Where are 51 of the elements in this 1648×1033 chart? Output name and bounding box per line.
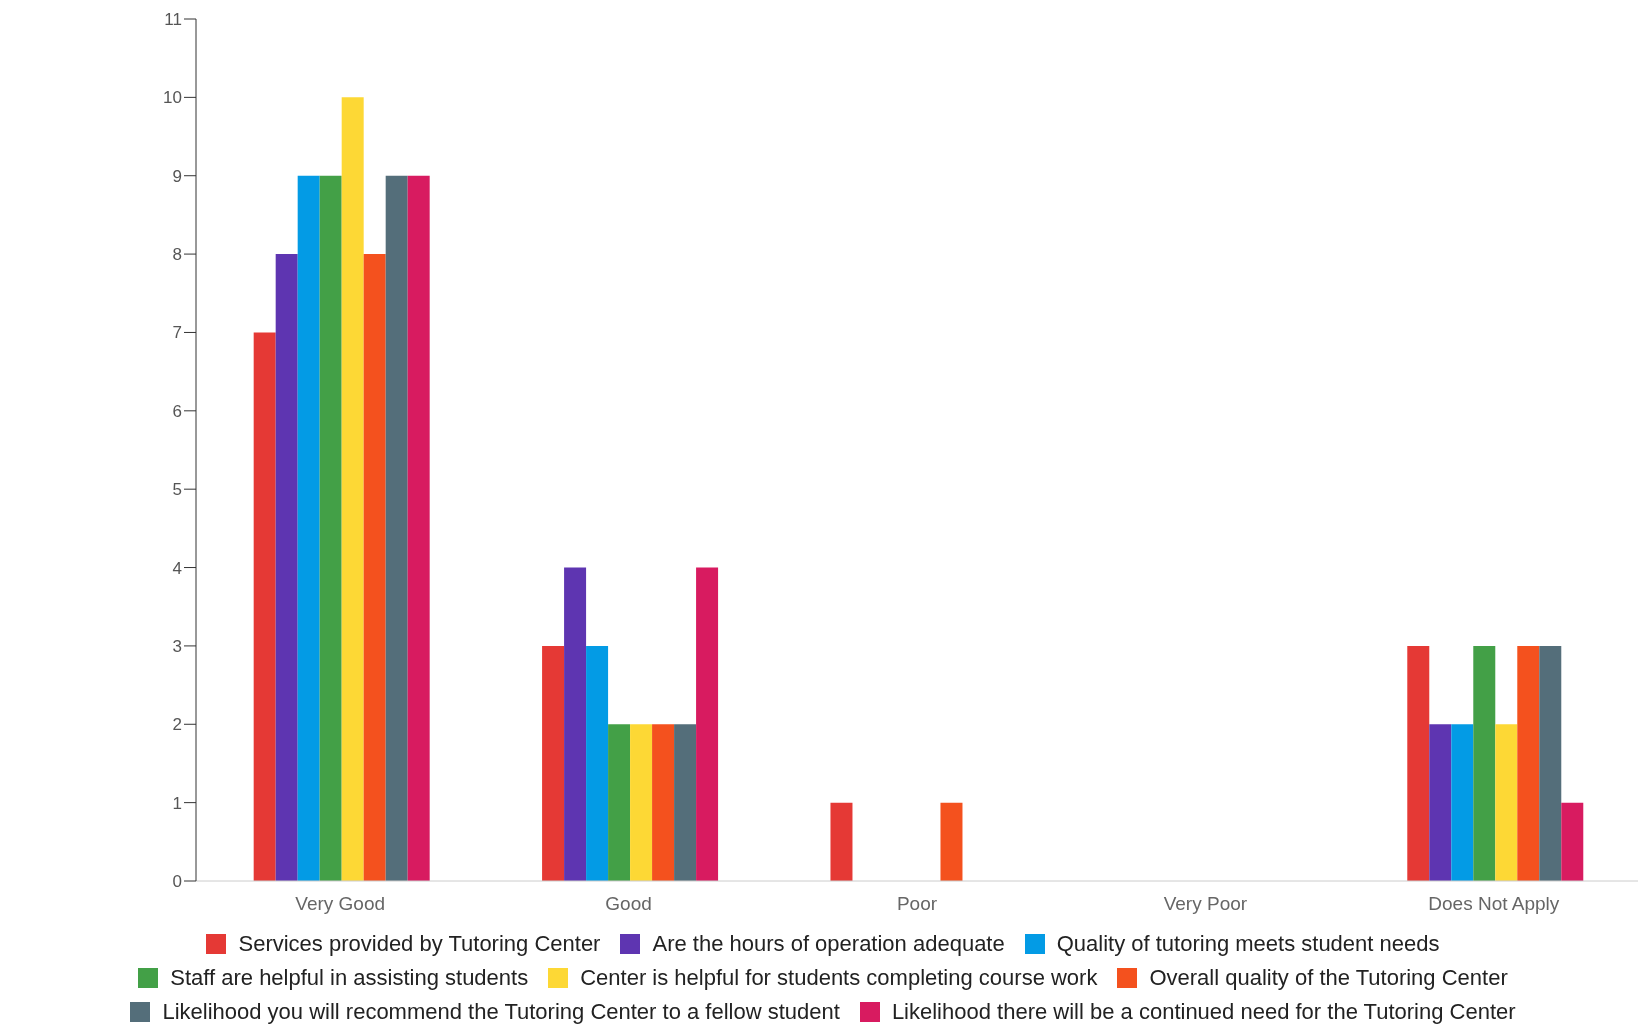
y-tick-label: 2: [172, 715, 182, 735]
bar: [652, 724, 675, 881]
bar: [940, 802, 963, 881]
y-tick-label: 8: [172, 245, 182, 265]
x-tick-label: Good: [605, 893, 652, 915]
bar: [608, 724, 631, 881]
legend-label: Are the hours of operation adequate: [651, 931, 1005, 957]
bar: [407, 175, 430, 881]
y-tick-label: 9: [172, 166, 182, 186]
y-tick-label: 5: [172, 480, 182, 500]
legend-label: Services provided by Tutoring Center: [237, 931, 601, 957]
y-tick-label: 3: [172, 636, 182, 656]
bar: [674, 724, 697, 881]
bar: [363, 254, 386, 881]
bar: [319, 175, 342, 881]
bar: [586, 645, 609, 881]
bar: [696, 567, 719, 881]
bar: [1495, 724, 1518, 881]
y-tick-label: 11: [164, 10, 182, 30]
bar: [341, 97, 364, 881]
legend-label: Center is helpful for students completing course work: [579, 965, 1098, 991]
bar: [297, 175, 320, 881]
legend-label: Likelihood there will be a continued need for the Tutoring Center: [890, 999, 1516, 1025]
legend-label: Staff are helpful in assisting students: [169, 965, 529, 991]
bar: [564, 567, 587, 881]
bar: [1451, 724, 1474, 881]
legend-label: Overall quality of the Tutoring Center: [1148, 965, 1508, 991]
bar: [630, 724, 653, 881]
x-tick-label: Poor: [896, 893, 938, 915]
y-tick-label: 0: [172, 872, 182, 892]
bar: [385, 175, 408, 881]
y-tick-label: 1: [172, 793, 182, 813]
bar: [1561, 802, 1584, 881]
bar: [275, 254, 298, 881]
y-tick-label: 7: [172, 323, 182, 343]
bar: [1517, 645, 1540, 881]
bar: [253, 332, 276, 881]
y-tick-label: 10: [163, 88, 182, 108]
y-tick-label: 4: [172, 558, 182, 578]
x-tick-label: Very Poor: [1163, 893, 1248, 915]
y-tick-label: 6: [172, 401, 182, 421]
bar: [1429, 724, 1452, 881]
bar: [1539, 645, 1562, 881]
x-tick-label: Very Good: [295, 893, 386, 915]
bar: [542, 645, 565, 881]
legend-label: Likelihood you will recommend the Tutoring Center to a fellow student: [161, 999, 840, 1025]
bar: [1473, 645, 1496, 881]
bar: [830, 802, 853, 881]
legend-label: Quality of tutoring meets student needs: [1055, 931, 1440, 957]
x-tick-label: Does Not Apply: [1428, 893, 1560, 915]
bar: [1407, 645, 1430, 881]
